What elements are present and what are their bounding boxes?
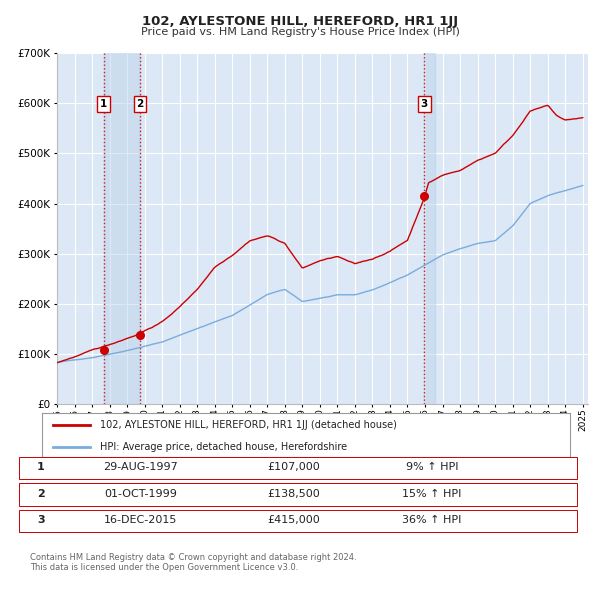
Text: 9% ↑ HPI: 9% ↑ HPI xyxy=(406,463,458,472)
Bar xyxy=(424,53,434,404)
Text: 16-DEC-2015: 16-DEC-2015 xyxy=(104,516,178,525)
Text: This data is licensed under the Open Government Licence v3.0.: This data is licensed under the Open Gov… xyxy=(30,563,298,572)
Text: 102, AYLESTONE HILL, HEREFORD, HR1 1JJ: 102, AYLESTONE HILL, HEREFORD, HR1 1JJ xyxy=(142,15,458,28)
Text: 36% ↑ HPI: 36% ↑ HPI xyxy=(403,516,461,525)
Text: Contains HM Land Registry data © Crown copyright and database right 2024.: Contains HM Land Registry data © Crown c… xyxy=(30,553,356,562)
Text: 102, AYLESTONE HILL, HEREFORD, HR1 1JJ (detached house): 102, AYLESTONE HILL, HEREFORD, HR1 1JJ (… xyxy=(100,421,397,430)
Text: £107,000: £107,000 xyxy=(268,463,320,472)
Text: 01-OCT-1999: 01-OCT-1999 xyxy=(104,489,178,499)
Bar xyxy=(104,53,140,404)
Text: 15% ↑ HPI: 15% ↑ HPI xyxy=(403,489,461,499)
Text: £138,500: £138,500 xyxy=(268,489,320,499)
Text: HPI: Average price, detached house, Herefordshire: HPI: Average price, detached house, Here… xyxy=(100,442,347,451)
Text: 2: 2 xyxy=(37,489,44,499)
Text: 29-AUG-1997: 29-AUG-1997 xyxy=(104,463,178,472)
Text: £415,000: £415,000 xyxy=(268,516,320,525)
Text: 3: 3 xyxy=(421,99,428,109)
Text: 2: 2 xyxy=(137,99,144,109)
Text: Price paid vs. HM Land Registry's House Price Index (HPI): Price paid vs. HM Land Registry's House … xyxy=(140,27,460,37)
Text: 1: 1 xyxy=(37,463,44,472)
Text: 1: 1 xyxy=(100,99,107,109)
Text: 3: 3 xyxy=(37,516,44,525)
